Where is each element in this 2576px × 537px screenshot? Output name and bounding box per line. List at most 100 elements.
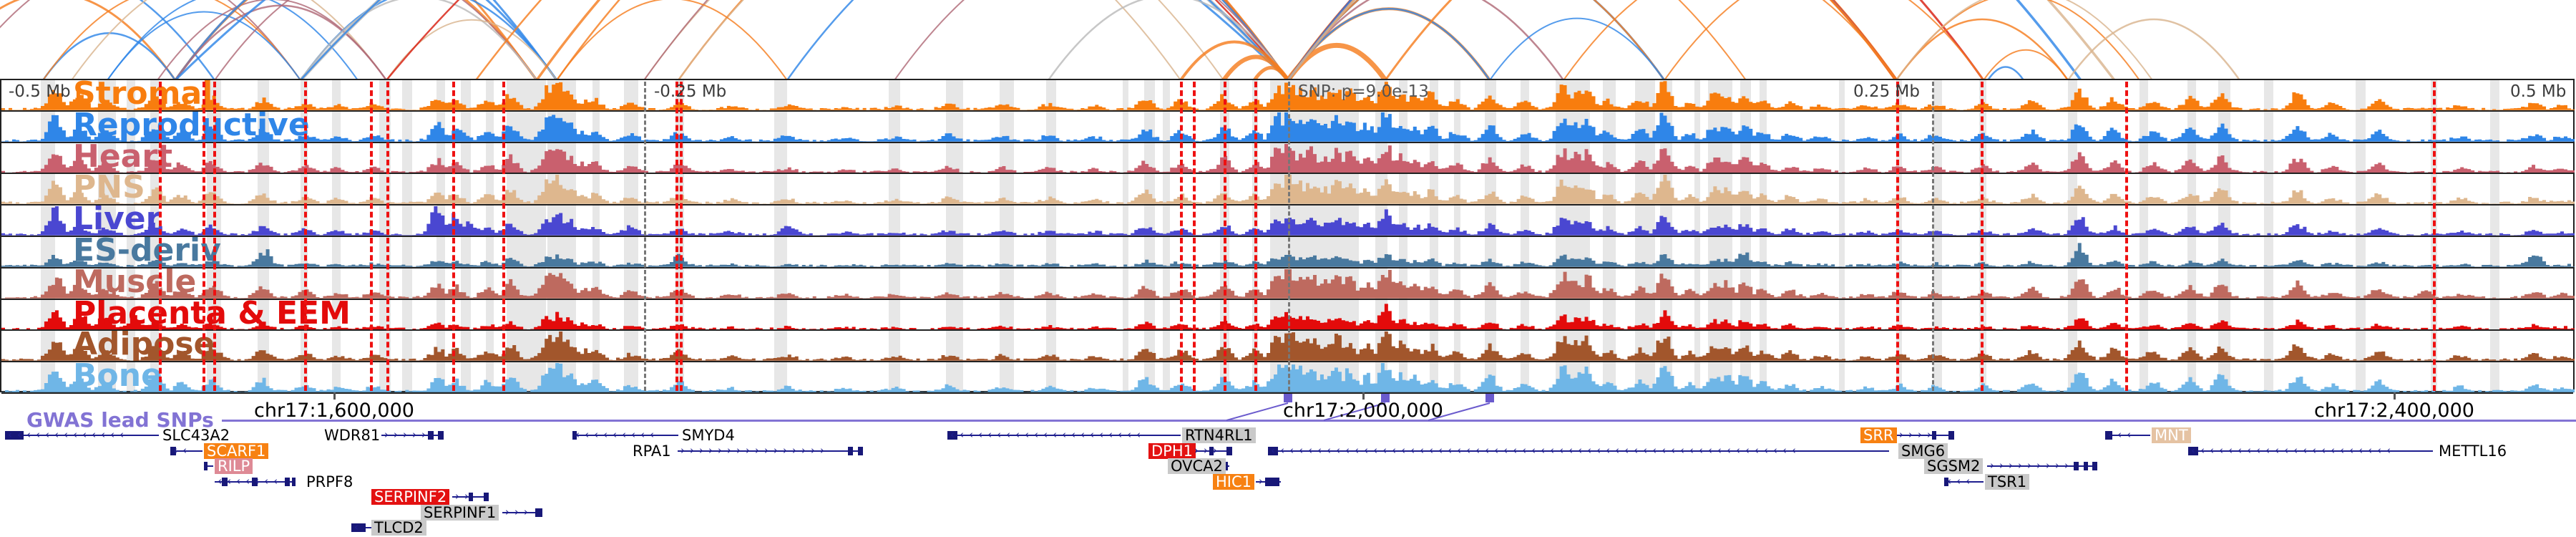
lead-snp-line — [1896, 82, 1899, 391]
gene-label-tlcd2[interactable]: TLCD2 — [371, 520, 426, 536]
gene-strand-arrows: ‹‹‹ — [1947, 475, 1975, 487]
gene-label-serpinf2[interactable]: SERPINF2 — [371, 489, 450, 505]
gene-label-hic1[interactable]: HIC1 — [1213, 473, 1255, 490]
lead-snp-line — [2433, 82, 2436, 391]
interaction-arc — [1287, 0, 1564, 79]
gene-label-scarf1[interactable]: SCARF1 — [204, 442, 269, 459]
lead-snp-marker[interactable] — [1381, 394, 1390, 402]
gene-label-sgsm2[interactable]: SGSM2 — [1924, 458, 1984, 474]
gene-exon — [351, 523, 366, 532]
lead-snp-line — [203, 82, 205, 391]
gene-label-slc43a2[interactable]: SLC43A2 — [162, 427, 230, 444]
interaction-arcs-canvas[interactable] — [0, 0, 2576, 79]
lead-snp-callout-line — [1323, 402, 1387, 424]
track-label-adipose: Adipose — [73, 326, 215, 363]
lead-snp-line — [304, 82, 307, 391]
interaction-arc — [475, 0, 1289, 79]
interaction-arc — [107, 11, 301, 79]
gwas-snp-axis-line — [222, 420, 2576, 422]
gene-label-prpf8[interactable]: PRPF8 — [306, 473, 353, 490]
gene-body-line — [1268, 450, 1889, 452]
track-label-heart: Heart — [73, 137, 173, 175]
interaction-arc — [1664, 0, 1984, 79]
interaction-arc — [1563, 0, 1896, 79]
gene-exon — [535, 508, 542, 517]
track-label-bone: Bone — [73, 357, 162, 395]
snp-position-line — [1288, 82, 1290, 391]
interaction-arc — [1287, 0, 1898, 79]
interaction-arc — [1288, 0, 1746, 79]
gene-exon — [2092, 462, 2097, 470]
gene-label-dph1[interactable]: DPH1 — [1148, 442, 1196, 459]
signal-tracks-panel[interactable]: Stromal Reproductive Heart PNS Liver ES-deriv… — [0, 78, 2575, 395]
gene-body-line — [5, 435, 159, 436]
gene-body-line — [2188, 450, 2433, 452]
gene-strand-arrows: ‹‹‹‹‹‹‹ — [218, 475, 283, 487]
gene-exon — [2105, 431, 2112, 440]
gene-exon — [1268, 446, 1278, 455]
gene-strand-arrows: › — [1259, 475, 1268, 487]
gene-exon — [285, 477, 290, 486]
gene-label-smyd4[interactable]: SMYD4 — [682, 427, 735, 444]
gene-body-line — [170, 450, 203, 452]
gene-label-smg6[interactable]: SMG6 — [1898, 442, 1948, 459]
interaction-arc — [1896, 18, 2069, 79]
lead-snp-callout-line — [1428, 402, 1491, 424]
interaction-arc — [2067, 18, 2240, 79]
coordinate-label: chr17:2,000,000 — [1283, 400, 1443, 422]
scale-label: -0.5 Mb — [9, 82, 71, 101]
gene-label-ovca2[interactable]: OVCA2 — [1168, 458, 1226, 474]
gwas-lead-snps-label: GWAS lead SNPs — [26, 408, 214, 432]
gene-label-serpinf1[interactable]: SERPINF1 — [421, 504, 499, 521]
scale-label: -0.25 Mb — [654, 82, 727, 101]
interaction-arc — [1287, 0, 1984, 79]
gene-exon — [222, 477, 228, 486]
gene-strand-arrows: ‹‹‹‹‹‹‹‹‹ — [575, 430, 659, 440]
interaction-arc — [175, 0, 537, 79]
interaction-arc — [557, 0, 787, 79]
interaction-arc — [386, 0, 1288, 79]
gene-label-rtn4rl1[interactable]: RTN4RL1 — [1182, 427, 1256, 443]
lead-snp-line — [1193, 82, 1196, 391]
interaction-arc — [894, 0, 1288, 79]
gene-label-tsr1[interactable]: TSR1 — [1985, 473, 2030, 490]
lead-snp-line — [1224, 82, 1226, 391]
lead-snp-line — [452, 82, 455, 391]
gene-label-rilp[interactable]: RILP — [215, 458, 253, 474]
gene-label-rpa1[interactable]: RPA1 — [633, 442, 671, 460]
interaction-arc — [1287, 8, 1491, 79]
coordinate-tick — [2394, 392, 2396, 400]
gene-label-mnt[interactable]: MNT — [2152, 427, 2191, 443]
gene-body-line — [502, 511, 542, 513]
gene-strand-arrows: ‹‹‹‹‹‹‹‹‹‹‹‹‹‹‹‹‹‹‹‹‹ — [950, 430, 1146, 440]
gene-body-line — [381, 435, 444, 436]
lead-snp-callout-line — [1226, 402, 1289, 424]
gene-strand-arrows: ›››› — [1899, 430, 1936, 440]
track-label-liver: Liver — [73, 200, 162, 238]
gene-exon — [2084, 462, 2088, 470]
track-label-pns: PNS — [73, 169, 145, 206]
interaction-arc — [678, 0, 1289, 79]
gene-exon — [848, 446, 853, 455]
gene-exon — [1948, 431, 1954, 440]
scale-label: 0.25 Mb — [1853, 82, 1920, 101]
lead-snp-marker[interactable] — [1284, 394, 1292, 402]
lead-snp-line — [386, 82, 389, 391]
interaction-arc — [0, 0, 176, 79]
gene-body-line — [204, 465, 213, 467]
lead-snp-line — [680, 82, 683, 391]
gene-exon — [2074, 462, 2079, 470]
gene-exon — [2188, 446, 2198, 455]
gene-label-srr[interactable]: SRR — [1860, 427, 1897, 443]
gene-label-mettl16[interactable]: METTL16 — [2439, 442, 2507, 460]
gene-exon — [438, 431, 444, 440]
gene-body-line — [1944, 480, 1984, 483]
gene-strand-arrows: ›››››››››››››››› — [680, 445, 829, 456]
interaction-arc — [1984, 49, 2068, 79]
interaction-arc — [536, 0, 1289, 79]
gene-label-wdr81[interactable]: WDR81 — [324, 427, 381, 444]
interaction-arc — [1385, 0, 1897, 79]
lead-snp-marker[interactable] — [1485, 394, 1494, 402]
coordinate-label: chr17:2,400,000 — [2314, 400, 2474, 422]
lead-snp-line — [2125, 82, 2128, 391]
